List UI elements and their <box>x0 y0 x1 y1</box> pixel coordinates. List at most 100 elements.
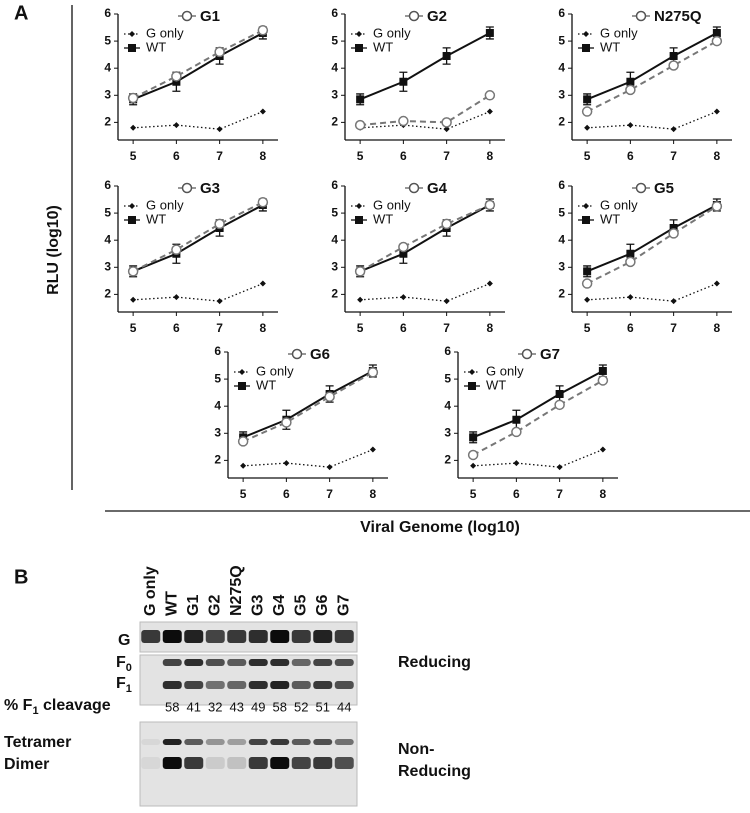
y-tick-label: 4 <box>331 60 338 74</box>
blot-band <box>270 681 290 689</box>
x-tick-label: 8 <box>714 149 721 163</box>
x-tick-label: 7 <box>216 321 223 335</box>
marker <box>369 446 376 453</box>
marker <box>598 366 607 375</box>
series-line <box>242 370 374 439</box>
marker <box>216 126 223 133</box>
blot-band <box>227 630 247 643</box>
y-tick-label: 6 <box>214 344 221 358</box>
legend-label: WT <box>146 211 166 226</box>
marker <box>399 249 408 258</box>
y-tick-label: 3 <box>558 259 565 273</box>
marker <box>354 266 366 277</box>
marker <box>668 60 679 71</box>
row-label: F1 <box>116 675 132 695</box>
x-tick-label: 7 <box>326 487 333 501</box>
x-tick-label: 6 <box>400 321 407 335</box>
blot-band <box>248 681 268 689</box>
y-tick-label: 6 <box>104 178 111 192</box>
marker <box>259 280 266 287</box>
blot-band <box>291 659 311 666</box>
marker <box>400 294 407 301</box>
x-tick-label: 7 <box>443 149 450 163</box>
y-axis-label: RLU (log10) <box>45 205 62 295</box>
marker <box>583 31 589 37</box>
marker <box>281 417 292 428</box>
y-tick-label: 2 <box>558 287 565 301</box>
blot-band <box>227 739 247 745</box>
lane-label: WT <box>163 591 180 616</box>
x-tick-label: 5 <box>357 321 364 335</box>
legend-label: WT <box>486 377 506 392</box>
marker <box>354 119 366 131</box>
marker <box>398 115 409 127</box>
y-tick-label: 2 <box>558 115 565 129</box>
blot-band <box>162 630 182 643</box>
y-tick-label: 6 <box>331 178 338 192</box>
marker <box>173 294 180 301</box>
y-tick-label: 6 <box>558 178 565 192</box>
marker <box>625 256 636 268</box>
x-tick-label: 5 <box>584 149 591 163</box>
row-label-part: F <box>116 675 126 692</box>
x-tick-label: 7 <box>443 321 450 335</box>
marker <box>283 460 290 467</box>
lane-label: N275Q <box>228 565 245 616</box>
cleavage-label-part: 1 <box>32 705 38 717</box>
chart-title: G7 <box>540 346 560 363</box>
marker <box>356 31 362 37</box>
series-line <box>133 282 264 302</box>
cleavage-value: 58 <box>165 699 179 714</box>
row-label-part: 1 <box>126 683 132 695</box>
marker <box>713 108 720 115</box>
blot-band <box>184 739 204 745</box>
y-tick-label: 2 <box>331 287 338 301</box>
x-tick-label: 5 <box>357 149 364 163</box>
y-tick-label: 3 <box>444 425 451 439</box>
series-line <box>587 110 718 130</box>
marker <box>127 92 139 104</box>
lane-label: G7 <box>335 595 352 616</box>
x-axis-label: Viral Genome (log10) <box>360 519 520 536</box>
blot-band <box>162 757 182 769</box>
row-label-part: F <box>116 654 126 671</box>
series-line <box>243 448 374 468</box>
marker <box>214 46 225 58</box>
x-tick-label: 8 <box>260 149 267 163</box>
y-tick-label: 2 <box>104 115 111 129</box>
blot-band <box>184 757 204 769</box>
marker <box>582 44 590 52</box>
y-tick-label: 4 <box>104 232 111 246</box>
marker <box>513 460 520 467</box>
series-line <box>359 32 491 101</box>
x-tick-label: 8 <box>600 487 607 501</box>
y-tick-label: 3 <box>331 259 338 273</box>
x-tick-label: 7 <box>216 149 223 163</box>
cleavage-value: 58 <box>273 699 287 714</box>
blot-band <box>184 630 204 643</box>
marker <box>627 122 634 129</box>
series-line <box>472 379 604 456</box>
lane-label: G1 <box>185 595 202 616</box>
condition-label: Reducing <box>398 763 471 780</box>
series-line <box>587 282 718 302</box>
y-tick-label: 4 <box>444 398 451 412</box>
y-tick-label: 2 <box>104 287 111 301</box>
chart-title: G3 <box>200 180 220 197</box>
marker <box>670 126 677 133</box>
y-tick-label: 2 <box>214 453 221 467</box>
marker <box>356 203 362 209</box>
marker <box>127 266 139 277</box>
x-tick-label: 6 <box>513 487 520 501</box>
cleavage-value: 52 <box>294 699 308 714</box>
blot-band <box>270 630 290 643</box>
blot-band <box>184 681 204 689</box>
blot-band <box>248 659 268 666</box>
legend-label: G only <box>146 197 184 212</box>
series-line <box>360 94 491 127</box>
